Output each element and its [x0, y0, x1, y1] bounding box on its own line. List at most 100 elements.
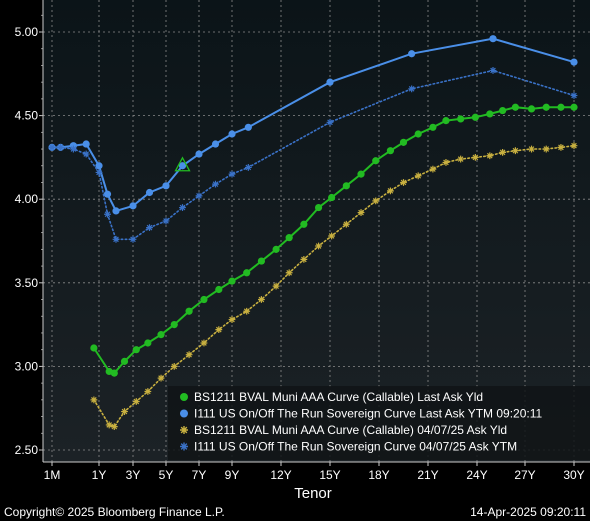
legend-swatch — [180, 442, 188, 451]
y-tick-label: 2.50 — [15, 443, 39, 457]
x-tick-label: 24Y — [466, 468, 487, 482]
data-point — [228, 170, 236, 178]
data-point — [145, 188, 154, 197]
data-point — [215, 326, 223, 334]
data-point — [499, 148, 506, 156]
data-point — [170, 321, 178, 329]
data-point — [489, 67, 497, 74]
data-point — [95, 169, 103, 176]
data-point — [157, 331, 165, 339]
data-point — [557, 103, 565, 111]
y-tick-label: 4.00 — [15, 192, 39, 206]
data-point — [557, 143, 565, 151]
data-point — [82, 140, 90, 148]
data-point — [243, 307, 251, 315]
timestamp-text: 14-Apr-2025 09:20:11 — [470, 505, 586, 519]
data-point — [471, 113, 479, 121]
data-point — [185, 351, 193, 359]
data-point — [326, 78, 334, 86]
data-point — [400, 179, 407, 186]
copyright-text: Copyright© 2025 Bloomberg Finance L.P. — [4, 505, 225, 519]
data-point — [457, 155, 465, 163]
data-point — [132, 398, 140, 405]
x-tick-label: 1M — [44, 468, 61, 482]
data-point — [486, 110, 494, 118]
y-tick-label: 3.50 — [15, 276, 39, 290]
data-point — [527, 105, 536, 113]
data-point — [408, 50, 416, 58]
data-point — [200, 339, 208, 347]
data-point — [90, 344, 98, 352]
data-point — [570, 142, 578, 150]
legend-entry: I111 US On/Off The Run Sovereign Curve 0… — [194, 440, 517, 454]
data-point — [471, 154, 479, 161]
data-point — [112, 207, 120, 215]
data-point — [244, 164, 252, 171]
data-point — [315, 242, 322, 250]
data-point — [542, 103, 550, 111]
data-point — [512, 147, 519, 155]
data-point — [257, 257, 265, 265]
legend-swatch — [180, 393, 188, 401]
data-point — [570, 92, 578, 99]
x-tick-label: 30Y — [563, 468, 584, 482]
data-point — [372, 157, 380, 165]
data-point — [95, 162, 103, 170]
data-point — [357, 209, 365, 216]
data-point — [179, 204, 186, 211]
data-point — [129, 235, 137, 243]
data-point — [272, 245, 280, 253]
data-point — [429, 123, 437, 131]
x-tick-label: 15Y — [319, 468, 340, 482]
x-tick-label: 21Y — [417, 468, 438, 482]
data-point — [48, 143, 56, 151]
data-point — [285, 234, 293, 242]
data-point — [442, 117, 450, 125]
data-point — [258, 296, 265, 303]
grid-lines — [43, 0, 590, 462]
data-point — [215, 285, 223, 294]
data-point — [528, 145, 535, 153]
x-tick-label: 5Y — [159, 468, 174, 482]
data-point — [326, 118, 334, 126]
series-3 — [90, 142, 578, 430]
data-point — [228, 316, 236, 323]
data-point — [211, 140, 220, 148]
data-point — [328, 232, 336, 240]
data-point — [357, 170, 365, 178]
data-point — [570, 103, 578, 111]
data-point — [110, 369, 118, 377]
data-point — [414, 130, 422, 138]
plot-area — [43, 0, 590, 462]
x-axis-label: Tenor — [294, 485, 332, 502]
x-tick-label: 27Y — [514, 468, 535, 482]
data-point — [228, 277, 236, 285]
x-tick-label: 18Y — [368, 468, 389, 482]
data-point — [185, 307, 193, 315]
x-tick-label: 9Y — [225, 468, 240, 482]
data-point — [129, 202, 137, 210]
data-point — [105, 421, 113, 429]
data-point — [212, 180, 219, 188]
data-point — [162, 217, 170, 225]
data-point — [144, 339, 152, 347]
data-point — [144, 388, 152, 395]
legend-entry: BS1211 BVAL Muni AAA Curve (Callable) La… — [194, 390, 483, 404]
data-point — [372, 197, 380, 205]
data-point — [82, 150, 90, 158]
data-point — [195, 150, 203, 158]
legend-swatch — [180, 426, 188, 434]
data-point — [272, 282, 280, 290]
x-axis: 1M 1Y 3Y 5Y 7Y 9Y 12Y 15Y 18Y 21Y 24Y 27Y 30Y — [43, 461, 590, 482]
legend-entry: BS1211 BVAL Muni AAA Curve (Callable) 04… — [194, 423, 507, 437]
data-point — [157, 374, 165, 382]
data-point — [178, 162, 187, 170]
data-point — [228, 130, 236, 138]
data-point — [244, 123, 252, 131]
data-point — [328, 193, 336, 202]
data-point — [162, 182, 170, 190]
data-point — [486, 152, 494, 160]
data-point — [442, 159, 450, 166]
data-point — [314, 203, 323, 212]
data-point — [90, 396, 98, 404]
